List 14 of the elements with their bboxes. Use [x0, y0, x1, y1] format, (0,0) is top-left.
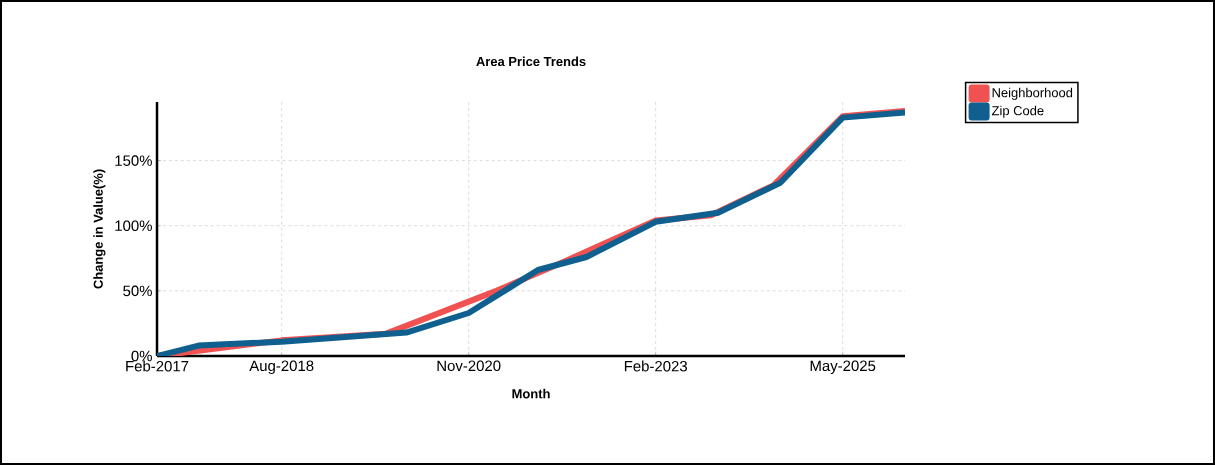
legend-label: Zip Code — [991, 105, 1044, 118]
x-tick-label: Feb-2023 — [624, 360, 687, 372]
y-tick-label: 0% — [131, 350, 152, 362]
x-tick-label: Nov-2020 — [437, 360, 501, 372]
y-tick-label: 150% — [115, 155, 152, 166]
legend-label: Neighborhood — [992, 87, 1073, 100]
y-tick-label: 100% — [115, 220, 152, 232]
x-tick-label: May-2025 — [810, 360, 876, 375]
x-tick-label: Aug-2018 — [249, 360, 314, 375]
x-tick-label: Feb-2017 — [126, 360, 189, 372]
y-axis-title: Change in Value(%) — [93, 169, 106, 289]
x-axis-title: Month — [512, 388, 550, 399]
y-tick-label: 50% — [123, 285, 152, 297]
chart-title: Area Price Trends — [476, 56, 586, 67]
